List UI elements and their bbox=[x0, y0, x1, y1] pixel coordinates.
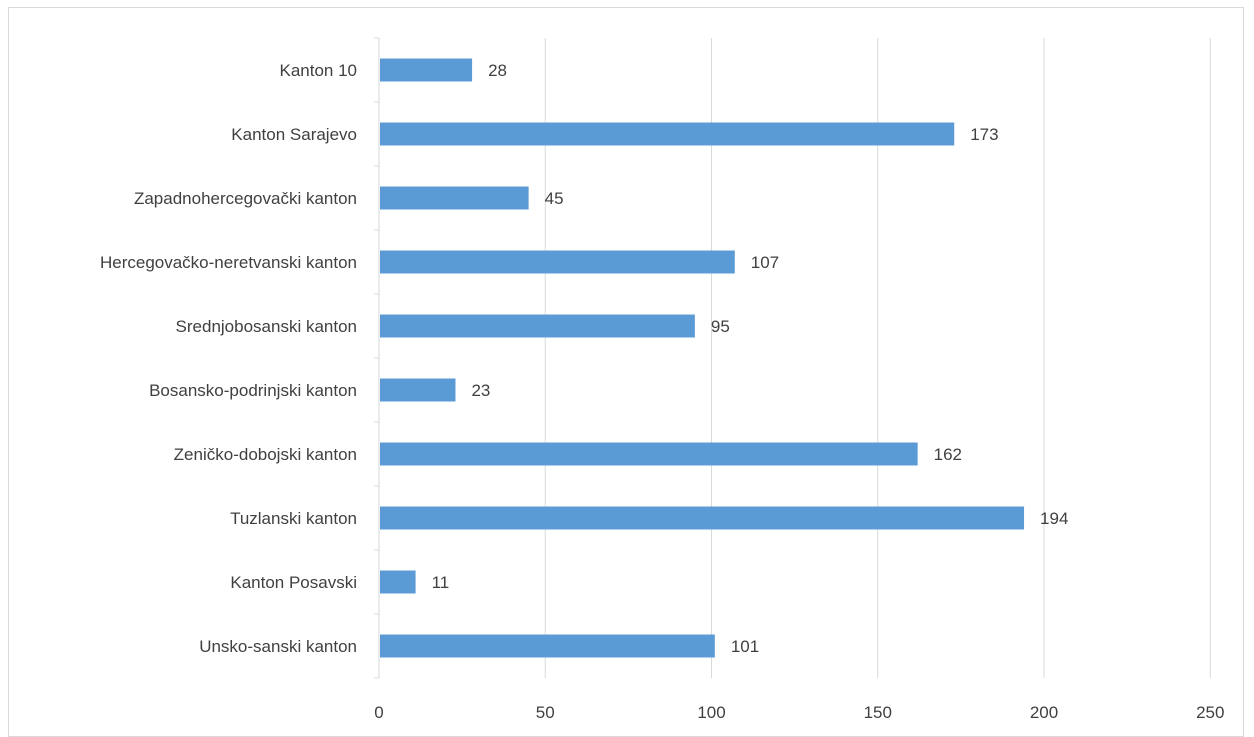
x-tick-labels: 0 50 100 150 200 250 bbox=[374, 703, 1224, 722]
x-tick-label: 0 bbox=[374, 703, 383, 722]
category-label: Unsko-sanski kanton bbox=[199, 637, 357, 656]
x-tick-label: 50 bbox=[536, 703, 555, 722]
data-label: 45 bbox=[545, 189, 564, 208]
bar bbox=[380, 378, 456, 402]
category-label: Bosansko-podrinjski kanton bbox=[149, 381, 357, 400]
bar bbox=[380, 506, 1025, 530]
category-label: Zeničko-dobojski kanton bbox=[174, 445, 357, 464]
axes bbox=[374, 37, 380, 679]
data-label: 28 bbox=[488, 61, 507, 80]
bar bbox=[380, 58, 473, 82]
data-label: 173 bbox=[970, 125, 998, 144]
category-label: Zapadnohercegovački kanton bbox=[134, 189, 357, 208]
category-label: Kanton Sarajevo bbox=[231, 125, 357, 144]
bar bbox=[380, 186, 529, 210]
category-label: Srednjobosanski kanton bbox=[176, 317, 357, 336]
bar bbox=[380, 442, 918, 466]
bar bbox=[380, 634, 715, 658]
data-label: 11 bbox=[432, 573, 450, 592]
x-tick-label: 100 bbox=[697, 703, 725, 722]
bar bbox=[380, 570, 416, 594]
category-label: Hercegovačko-neretvanski kanton bbox=[100, 253, 357, 272]
data-label: 107 bbox=[751, 253, 779, 272]
category-label: Kanton 10 bbox=[279, 61, 357, 80]
x-tick-label: 250 bbox=[1196, 703, 1224, 722]
bar bbox=[380, 122, 955, 146]
category-label: Tuzlanski kanton bbox=[230, 509, 357, 528]
x-tick-label: 200 bbox=[1030, 703, 1058, 722]
data-label: 101 bbox=[731, 637, 759, 656]
bar bbox=[380, 250, 735, 274]
x-tick-label: 150 bbox=[864, 703, 892, 722]
data-labels: 28 173 45 107 95 23 162 194 11 101 bbox=[432, 61, 1069, 656]
bar bbox=[380, 314, 695, 338]
category-label: Kanton Posavski bbox=[230, 573, 357, 592]
bars bbox=[380, 58, 1025, 658]
data-label: 23 bbox=[471, 381, 490, 400]
data-label: 194 bbox=[1040, 509, 1068, 528]
data-label: 162 bbox=[934, 445, 962, 464]
category-labels: Kanton 10 Kanton Sarajevo Zapadnohercegova… bbox=[100, 61, 357, 656]
data-label: 95 bbox=[711, 317, 730, 336]
